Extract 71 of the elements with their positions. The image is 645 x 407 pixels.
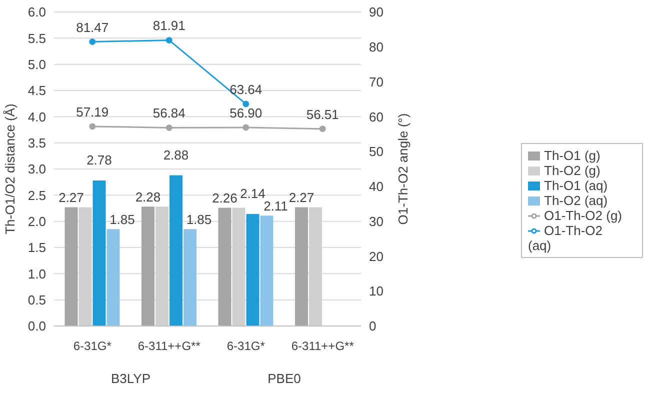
point	[242, 100, 250, 108]
data-label: 2.28	[135, 190, 161, 205]
x-tick-label: 6-311++G**	[138, 339, 201, 353]
x-tick-label: 6-31G*	[226, 339, 266, 353]
data-label: 57.19	[76, 104, 109, 120]
y-tick-label: 4.5	[28, 83, 46, 98]
y2-tick-label: 90	[369, 4, 384, 20]
y2-tick-label: 0	[369, 318, 376, 334]
y2-tick-label: 30	[369, 214, 384, 229]
bar	[92, 180, 106, 326]
y-tick-label: 5.5	[28, 30, 46, 46]
y-axis-title: Th-O1/O2 distance (Å)	[2, 104, 18, 234]
data-label: 56.51	[306, 106, 339, 122]
data-label: 2.78	[86, 152, 112, 168]
y2-tick-label: 50	[369, 144, 384, 160]
y-tick-label: 3.5	[28, 135, 46, 150]
y-tick-label: 5.0	[28, 56, 46, 72]
legend-label: Th-O1 (g)	[544, 148, 600, 162]
bar	[246, 214, 260, 326]
data-label: 2.88	[163, 147, 189, 162]
data-label: 81.47	[76, 20, 109, 35]
point	[166, 36, 172, 44]
point	[242, 124, 250, 131]
legend-label: Th-O2 (g)	[544, 162, 600, 178]
y-tick-label: 1.5	[28, 240, 46, 256]
y2-tick-label: 20	[369, 248, 384, 264]
legend-label: Th-O2 (aq)	[544, 192, 608, 208]
data-label: 63.64	[230, 82, 262, 97]
data-label: 1.85	[110, 212, 135, 228]
y-tick-label: 3.0	[28, 162, 46, 177]
y-tick-label: 0.5	[28, 292, 46, 308]
y-tick-label: 2.5	[28, 188, 46, 203]
data-label: 2.27	[288, 190, 314, 206]
text: PBE0	[268, 371, 301, 386]
data-label: 81.91	[152, 18, 186, 34]
data-label: 2.27	[58, 190, 84, 206]
point	[89, 38, 96, 46]
y-tick-label: 6.0	[28, 4, 46, 20]
legend-label: Th-O1 (aq)	[544, 178, 608, 192]
y2-tick-label: 70	[369, 74, 384, 90]
y2-tick-label: 10	[369, 284, 384, 299]
legend-label: O1-Th-O2 (g)	[544, 208, 622, 222]
y2-tick-label: 40	[369, 179, 384, 194]
bar	[260, 216, 274, 326]
data-label: 2.14	[240, 186, 266, 202]
y2-axis-title: O1-Th-O2 angle (°)	[396, 113, 411, 225]
bar	[169, 175, 182, 326]
y2-tick-label: 80	[369, 40, 384, 55]
bar	[141, 206, 154, 326]
legend-label: O1-Th-O2 (aq)	[528, 222, 603, 252]
data-label: 2.11	[264, 198, 288, 214]
point	[166, 124, 172, 131]
text: B3LYP	[110, 371, 151, 386]
x-tick-label: 6-311++G**	[291, 339, 354, 353]
y-tick-label: 0.0	[28, 318, 46, 334]
point	[89, 123, 96, 130]
bar	[218, 208, 232, 326]
data-label: 1.85	[186, 212, 212, 228]
bar	[64, 207, 78, 326]
x-tick-label: 6-31G*	[73, 339, 112, 353]
y-tick-label: 1.0	[28, 266, 46, 282]
data-label: 56.84	[152, 106, 186, 121]
point	[319, 126, 326, 132]
bar	[294, 207, 308, 326]
data-label: 56.90	[230, 105, 262, 120]
data-label: 2.26	[212, 190, 238, 206]
y-tick-label: 2.0	[28, 214, 46, 229]
bar	[183, 229, 196, 326]
y2-tick-label: 60	[369, 109, 384, 124]
bar	[106, 229, 120, 326]
y-tick-label: 4.0	[28, 109, 46, 124]
